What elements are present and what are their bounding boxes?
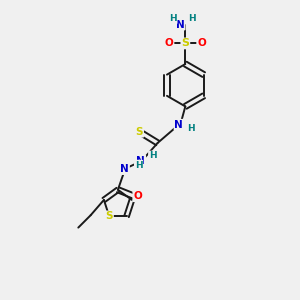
Text: N: N [120,164,129,174]
Text: O: O [165,38,173,48]
Text: H: H [188,124,195,133]
Text: N: N [175,120,183,130]
Text: H: H [149,152,157,160]
Text: S: S [106,212,113,221]
Text: S: S [136,127,143,137]
Text: S: S [181,38,189,48]
Text: H: H [188,14,196,23]
Text: O: O [197,38,206,48]
Text: H: H [169,14,177,23]
Text: N: N [176,20,185,30]
Text: O: O [133,191,142,201]
Text: H: H [135,160,142,169]
Text: N: N [136,156,145,166]
